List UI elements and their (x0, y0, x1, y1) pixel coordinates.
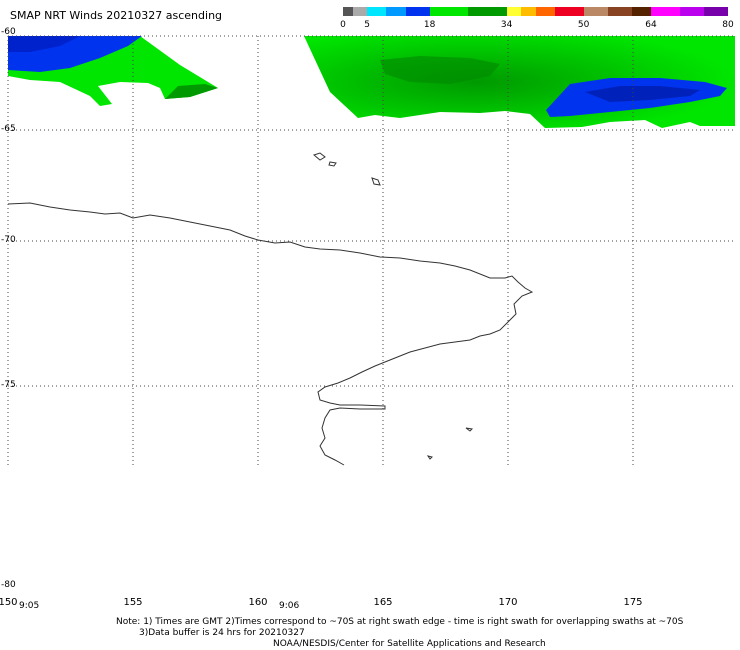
footer-note: Note: 1) Times are GMT 2)Times correspon… (116, 617, 684, 627)
colorbar-label: 50 (577, 20, 590, 30)
wind-swath-left (8, 36, 218, 106)
lat-label: -70 (1, 235, 16, 245)
colorbar-segment (535, 7, 555, 16)
small-islands (312, 152, 474, 460)
lat-label: -75 (1, 380, 16, 390)
colorbar-segment (679, 7, 704, 16)
lon-label: 165 (373, 597, 393, 608)
lon-label: 175 (623, 597, 643, 608)
antarctic-coastline (7, 202, 534, 466)
colorbar-segment (583, 7, 608, 16)
footer-note-buffer: 3)Data buffer is 24 hrs for 20210327 (139, 628, 305, 638)
swath-time-label: 9:06 (279, 601, 300, 611)
colorbar-segment (343, 7, 353, 16)
colorbar-segment (521, 7, 536, 16)
wind-swath-right (304, 36, 735, 128)
colorbar-segment (506, 7, 522, 16)
colorbar-label: 0 (340, 20, 346, 30)
colorbar-segment (367, 7, 387, 16)
lon-label: 170 (498, 597, 518, 608)
swath-time-label: 9:05 (19, 601, 40, 611)
colorbar-label: 80 (722, 20, 734, 30)
lat-label: -65 (1, 124, 16, 134)
colorbar-segment (554, 7, 584, 16)
colorbar-segment (386, 7, 406, 16)
colorbar-segment (352, 7, 368, 16)
colorbar-segment (651, 7, 680, 16)
colorbar-segment (631, 7, 651, 16)
colorbar-segment (405, 7, 430, 16)
colorbar-segment (429, 7, 469, 16)
lon-label: 160 (248, 597, 268, 608)
colorbar-segment (468, 7, 507, 16)
colorbar-label: 34 (500, 20, 513, 30)
footer-credit: NOAA/NESDIS/Center for Satellite Applica… (273, 639, 546, 649)
colorbar-label: 5 (364, 20, 370, 30)
wind-map (7, 35, 735, 466)
lat-label: -80 (1, 580, 16, 590)
colorbar-label: 64 (645, 20, 657, 30)
colorbar-segment (703, 7, 728, 16)
colorbar-label: 18 (423, 20, 436, 30)
map-title: SMAP NRT Winds 20210327 ascending (10, 9, 223, 22)
lon-label: 150 (0, 597, 18, 608)
lat-label: -60 (1, 27, 16, 37)
colorbar-segment (607, 7, 632, 16)
lon-label: 155 (123, 597, 143, 608)
